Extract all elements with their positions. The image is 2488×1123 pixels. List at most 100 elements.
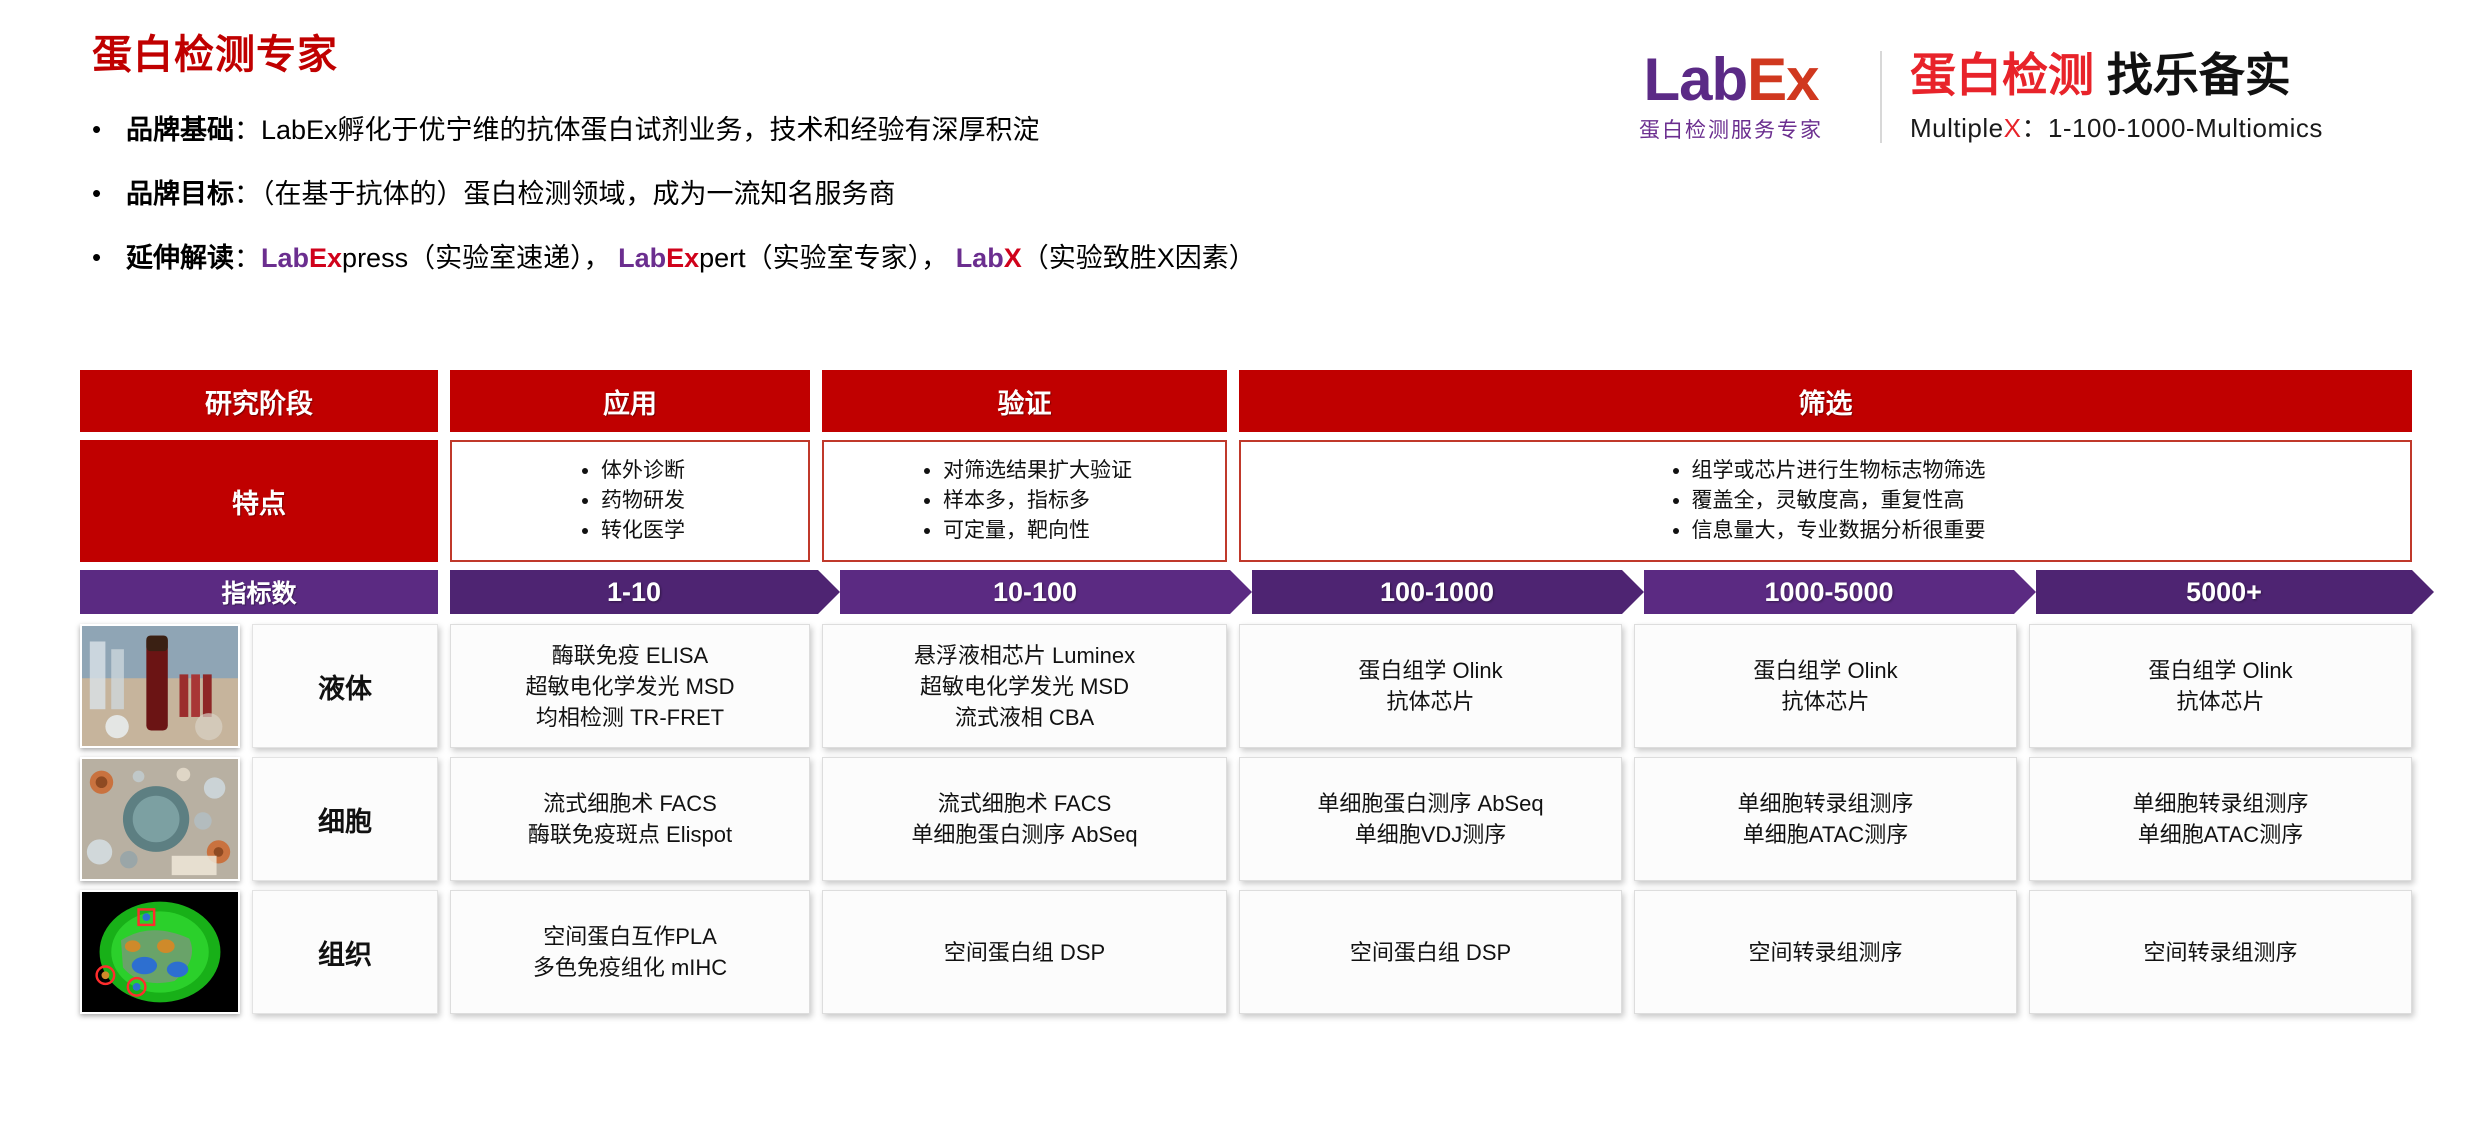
spacer: [1622, 624, 1634, 748]
bullet-separator: ：: [234, 115, 261, 145]
spacer: [810, 757, 822, 881]
spacer: [438, 624, 450, 748]
tech-line: 抗体芯片: [1386, 689, 1475, 714]
matrix-count-row: 指标数 1-10 10-100 100-1000 1000-5000 5000+: [80, 570, 2434, 614]
tech-cell: 蛋白组学 Olink 抗体芯片: [1239, 624, 1622, 748]
feature-box-screening: 组学或芯片进行生物标志物筛选 覆盖全，灵敏度高，重复性高 信息量大，专业数据分析…: [1239, 440, 2412, 562]
bullet-dot-icon: •: [92, 114, 102, 144]
logo-subtitle: 蛋白检测服务专家: [1639, 118, 1823, 142]
spacer: [810, 370, 822, 432]
tech-line: 单细胞转录组测序: [1737, 791, 1914, 816]
feature-list: 体外诊断 药物研发 转化医学: [575, 456, 685, 546]
list-item: 覆盖全，灵敏度高，重复性高: [1692, 486, 1986, 516]
tech-lines: 单细胞转录组测序 单细胞ATAC测序: [1737, 788, 1913, 850]
tech-line: 单细胞ATAC测序: [2137, 822, 2304, 847]
tech-line: 单细胞蛋白测序 AbSeq: [1317, 791, 1544, 816]
category-label-tissue: 组织: [252, 890, 438, 1014]
tech-line: 空间蛋白互作PLA: [543, 924, 717, 949]
tech-lines: 空间蛋白组 DSP: [1350, 937, 1511, 968]
header-row-label: 研究阶段: [80, 370, 438, 432]
list-item: • 品牌基础：LabEx孵化于优宁维的抗体蛋白试剂业务，技术和经验有深厚积淀: [92, 110, 1552, 150]
table-row: 液体 酶联免疫 ELISA 超敏电化学发光 MSD 均相检测 TR-FRET 悬…: [80, 624, 2412, 748]
tech-lines: 蛋白组学 Olink 抗体芯片: [1358, 655, 1502, 717]
table-row: 组织 空间蛋白互作PLA 多色免疫组化 mIHC 空间蛋白组 DSP 空间蛋白组…: [80, 890, 2412, 1014]
tech-line: 均相检测 TR-FRET: [535, 704, 725, 730]
feature-list: 对筛选结果扩大验证 样本多，指标多 可定量，靶向性: [917, 456, 1132, 546]
bullet-body: LabEx孵化于优宁维的抗体蛋白试剂业务，技术和经验有深厚积淀: [261, 115, 1040, 145]
chevron-right-icon: [818, 570, 840, 614]
matrix-feature-row: 特点 体外诊断 药物研发 转化医学 对筛选结果扩大验证 样本多，指标多 可定量，…: [80, 440, 2412, 562]
spacer: [240, 757, 252, 881]
bullet-dot-icon: •: [92, 242, 102, 272]
spacer: [438, 757, 450, 881]
tech-line: 蛋白组学 Olink: [1753, 658, 1898, 683]
brand-paren-1: （实验室速递）: [408, 243, 584, 273]
category-label-liquid: 液体: [252, 624, 438, 748]
blood-sample-tube-photo: [82, 626, 238, 746]
spacer: [438, 570, 450, 614]
tech-lines: 流式细胞术 FACS 单细胞蛋白测序 AbSeq: [911, 788, 1137, 850]
count-chevron-1000-5000: 1000-5000: [1644, 570, 2036, 614]
tech-line: 单细胞转录组测序: [2132, 791, 2309, 816]
bullet-body: （在基于抗体的）蛋白检测领域，成为一流知名服务商: [261, 179, 896, 209]
bullet-list: • 品牌基础：LabEx孵化于优宁维的抗体蛋白试剂业务，技术和经验有深厚积淀 •…: [92, 110, 1552, 302]
tech-line: 单细胞VDJ测序: [1354, 822, 1507, 847]
tech-line: 单细胞蛋白测序 AbSeq: [911, 822, 1138, 847]
spacer: [2017, 757, 2029, 881]
tech-line: 抗体芯片: [1781, 689, 1870, 714]
bullet-dot-icon: •: [92, 178, 102, 208]
count-chevron-5000-plus: 5000+: [2036, 570, 2434, 614]
multiplex-x: X: [2003, 113, 2022, 143]
tech-cell: 空间转录组测序: [1634, 890, 2017, 1014]
brand-labexpert: LabExpert: [618, 243, 746, 273]
tech-line: 空间转录组测序: [1748, 939, 1903, 965]
logo-tagline-block: 蛋白检测 找乐备实 MultipleX：1-100-1000-Multiomic…: [1904, 48, 2323, 145]
brand-comma-1: ，: [583, 243, 611, 273]
tissue-spatial-imaging-photo: [82, 892, 238, 1012]
brand-paren-2: （实验室专家）: [745, 243, 922, 273]
tech-lines: 空间转录组测序: [1748, 937, 1902, 968]
category-label-cell: 细胞: [252, 757, 438, 881]
tagline-red: 蛋白检测: [1910, 49, 2094, 101]
logo-lab-text: Lab: [1643, 45, 1748, 113]
feature-list: 组学或芯片进行生物标志物筛选 覆盖全，灵敏度高，重复性高 信息量大，专业数据分析…: [1666, 456, 1986, 546]
chevron-right-icon: [2014, 570, 2036, 614]
bullet-label: 延伸解读: [126, 243, 234, 273]
list-item: 对筛选结果扩大验证: [943, 456, 1132, 486]
thumbnail-tissue: [80, 890, 240, 1014]
count-label: 1000-5000: [1764, 576, 1894, 607]
feature-row-label: 特点: [80, 440, 438, 562]
stage-header-application: 应用: [450, 370, 810, 432]
brand-comma-2: ，: [921, 243, 949, 273]
list-item: 样本多，指标多: [943, 486, 1132, 516]
tech-line: 蛋白组学 Olink: [2148, 658, 2293, 683]
bullet-separator: ：: [234, 243, 261, 273]
tech-lines: 蛋白组学 Olink 抗体芯片: [1753, 655, 1897, 717]
tech-cell: 酶联免疫 ELISA 超敏电化学发光 MSD 均相检测 TR-FRET: [450, 624, 810, 748]
page-title: 蛋白检测专家: [92, 33, 338, 77]
spacer: [438, 370, 450, 432]
brand-logo: LabEx 蛋白检测服务专家 蛋白检测 找乐备实 MultipleX：1-100…: [1600, 48, 2323, 145]
tech-cell: 悬浮液相芯片 Luminex 超敏电化学发光 MSD 流式液相 CBA: [822, 624, 1227, 748]
chevron-right-icon: [2412, 570, 2434, 614]
tech-lines: 空间转录组测序: [2143, 937, 2297, 968]
thumbnail-cell: [80, 757, 240, 881]
feature-box-application: 体外诊断 药物研发 转化医学: [450, 440, 810, 562]
list-item: 组学或芯片进行生物标志物筛选: [1692, 456, 1986, 486]
tech-line: 酶联免疫 ELISA: [551, 642, 709, 668]
count-row-label: 指标数: [80, 570, 438, 614]
bullet-label: 品牌基础: [126, 115, 234, 145]
brand-prefix: LabEx: [618, 243, 700, 273]
tech-cell: 蛋白组学 Olink 抗体芯片: [2029, 624, 2412, 748]
spacer: [1227, 757, 1239, 881]
brand-prefix: LabEx: [261, 243, 343, 273]
brand-prefix: LabX: [955, 243, 1022, 273]
tech-lines: 悬浮液相芯片 Luminex 超敏电化学发光 MSD 流式液相 CBA: [914, 640, 1135, 733]
chevron-right-icon: [1622, 570, 1644, 614]
spacer: [1227, 624, 1239, 748]
tech-cell: 空间蛋白组 DSP: [822, 890, 1227, 1014]
count-chevron-1-10: 1-10: [450, 570, 840, 614]
brand-paren-3: （实验致胜X因素）: [1021, 243, 1256, 273]
tech-line: 酶联免疫斑点 Elispot: [527, 822, 733, 847]
list-item: 信息量大，专业数据分析很重要: [1692, 516, 1986, 546]
